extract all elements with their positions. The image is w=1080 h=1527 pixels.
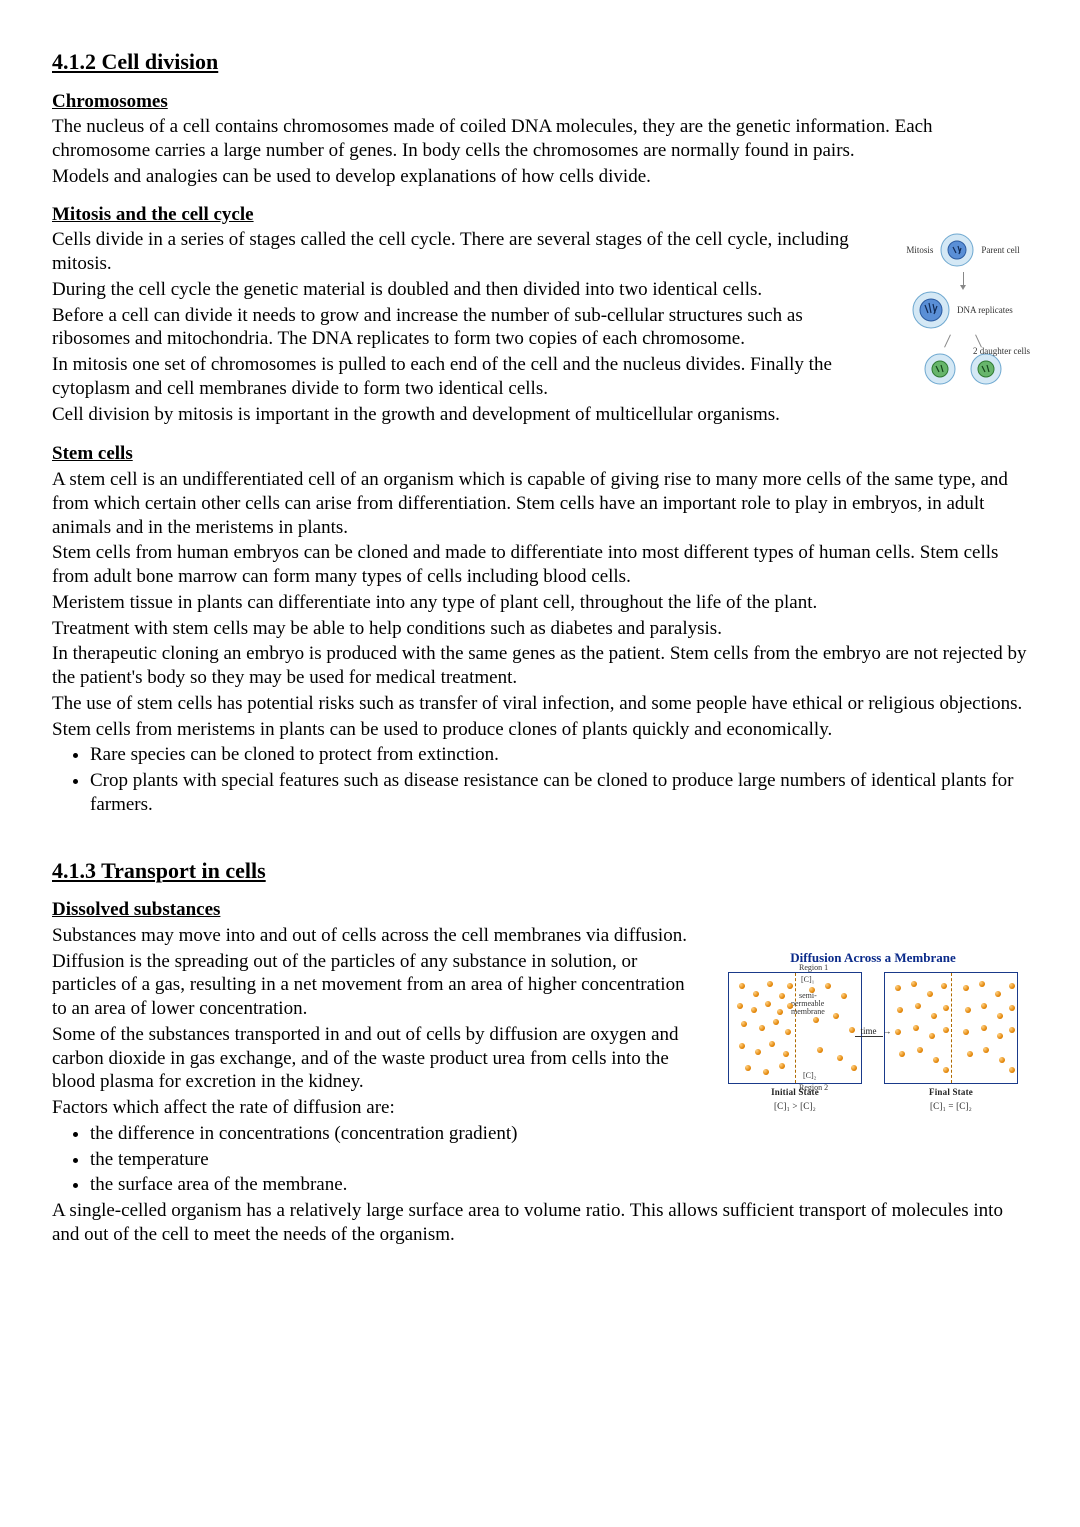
- stem-cells-block: Stem cells A stem cell is an undifferent…: [52, 442, 1028, 816]
- section-title: 4.1.3 Transport in cells: [52, 857, 1028, 885]
- fig-label: Region 1: [799, 963, 828, 973]
- body-text: Stem cells from meristems in plants can …: [52, 718, 1028, 742]
- sub-heading: Mitosis and the cell cycle: [52, 203, 1028, 227]
- body-text: Cell division by mitosis is important in…: [52, 403, 882, 427]
- fig-label: DNA replicates: [957, 305, 1015, 316]
- list-item: Crop plants with special features such a…: [90, 769, 1028, 817]
- fig-title: Diffusion Across a Membrane: [718, 950, 1028, 966]
- fig-label: [C]₁ > [C]₂: [728, 1101, 862, 1112]
- body-text: Treatment with stem cells may be able to…: [52, 617, 1028, 641]
- cell-icon: [923, 352, 957, 386]
- list-item: the difference in concentrations (concen…: [90, 1122, 702, 1146]
- fig-label: Region 2: [799, 1083, 828, 1093]
- sub-heading: Stem cells: [52, 442, 1028, 466]
- fig-label: membrane: [791, 1007, 825, 1017]
- fig-label: Initial State: [728, 1087, 862, 1098]
- body-text: Diffusion is the spreading out of the pa…: [52, 950, 702, 1021]
- list-item: the temperature: [90, 1148, 702, 1172]
- mitosis-diagram: Mitosis Parent cell DNA replicates: [898, 228, 1028, 397]
- body-text: A single-celled organism has a relativel…: [52, 1199, 1028, 1247]
- body-text: Before a cell can divide it needs to gro…: [52, 304, 882, 352]
- fig-label: Final State: [884, 1087, 1018, 1098]
- body-text: Factors which affect the rate of diffusi…: [52, 1096, 702, 1120]
- fig-label: time→: [718, 1026, 1028, 1037]
- cell-icon: [911, 290, 951, 330]
- arrow-down-icon: [963, 272, 964, 286]
- body-text: During the cell cycle the genetic materi…: [52, 278, 882, 302]
- fig-label: [C]₁ = [C]₂: [884, 1101, 1018, 1112]
- bullet-list: Rare species can be cloned to protect fr…: [52, 743, 1028, 816]
- bullet-list: the difference in concentrations (concen…: [52, 1122, 702, 1197]
- fig-label: [C]₂: [803, 1071, 816, 1081]
- body-text: Meristem tissue in plants can differenti…: [52, 591, 1028, 615]
- fig-label: [C]₁: [801, 975, 814, 985]
- mitosis-block: Mitosis and the cell cycle Cells divide …: [52, 203, 1028, 429]
- body-text: In mitosis one set of chromosomes is pul…: [52, 353, 882, 401]
- body-text: The nucleus of a cell contains chromosom…: [52, 115, 1028, 163]
- sub-heading: Dissolved substances: [52, 898, 1028, 922]
- section-title: 4.1.2 Cell division: [52, 48, 1028, 76]
- body-text: Stem cells from human embryos can be clo…: [52, 541, 1028, 589]
- list-item: the surface area of the membrane.: [90, 1173, 702, 1197]
- body-text: Cells divide in a series of stages calle…: [52, 228, 882, 276]
- body-text: A stem cell is an undifferentiated cell …: [52, 468, 1028, 539]
- cell-icon: [939, 232, 975, 268]
- sub-heading: Chromosomes: [52, 90, 1028, 114]
- chromosomes-block: Chromosomes The nucleus of a cell contai…: [52, 90, 1028, 189]
- list-item: Rare species can be cloned to protect fr…: [90, 743, 1028, 767]
- fig-label: Mitosis: [906, 245, 933, 256]
- body-text: In therapeutic cloning an embryo is prod…: [52, 642, 1028, 690]
- fig-label: 2 daughter cells: [898, 346, 1030, 357]
- body-text: The use of stem cells has potential risk…: [52, 692, 1028, 716]
- dissolved-block: Dissolved substances Substances may move…: [52, 898, 1028, 1247]
- diffusion-diagram: Diffusion Across a Membrane Region 1 [C]…: [718, 950, 1028, 1126]
- fig-label: Parent cell: [981, 245, 1019, 256]
- body-text: Some of the substances transported in an…: [52, 1023, 702, 1094]
- body-text: Models and analogies can be used to deve…: [52, 165, 1028, 189]
- body-text: Substances may move into and out of cell…: [52, 924, 1028, 948]
